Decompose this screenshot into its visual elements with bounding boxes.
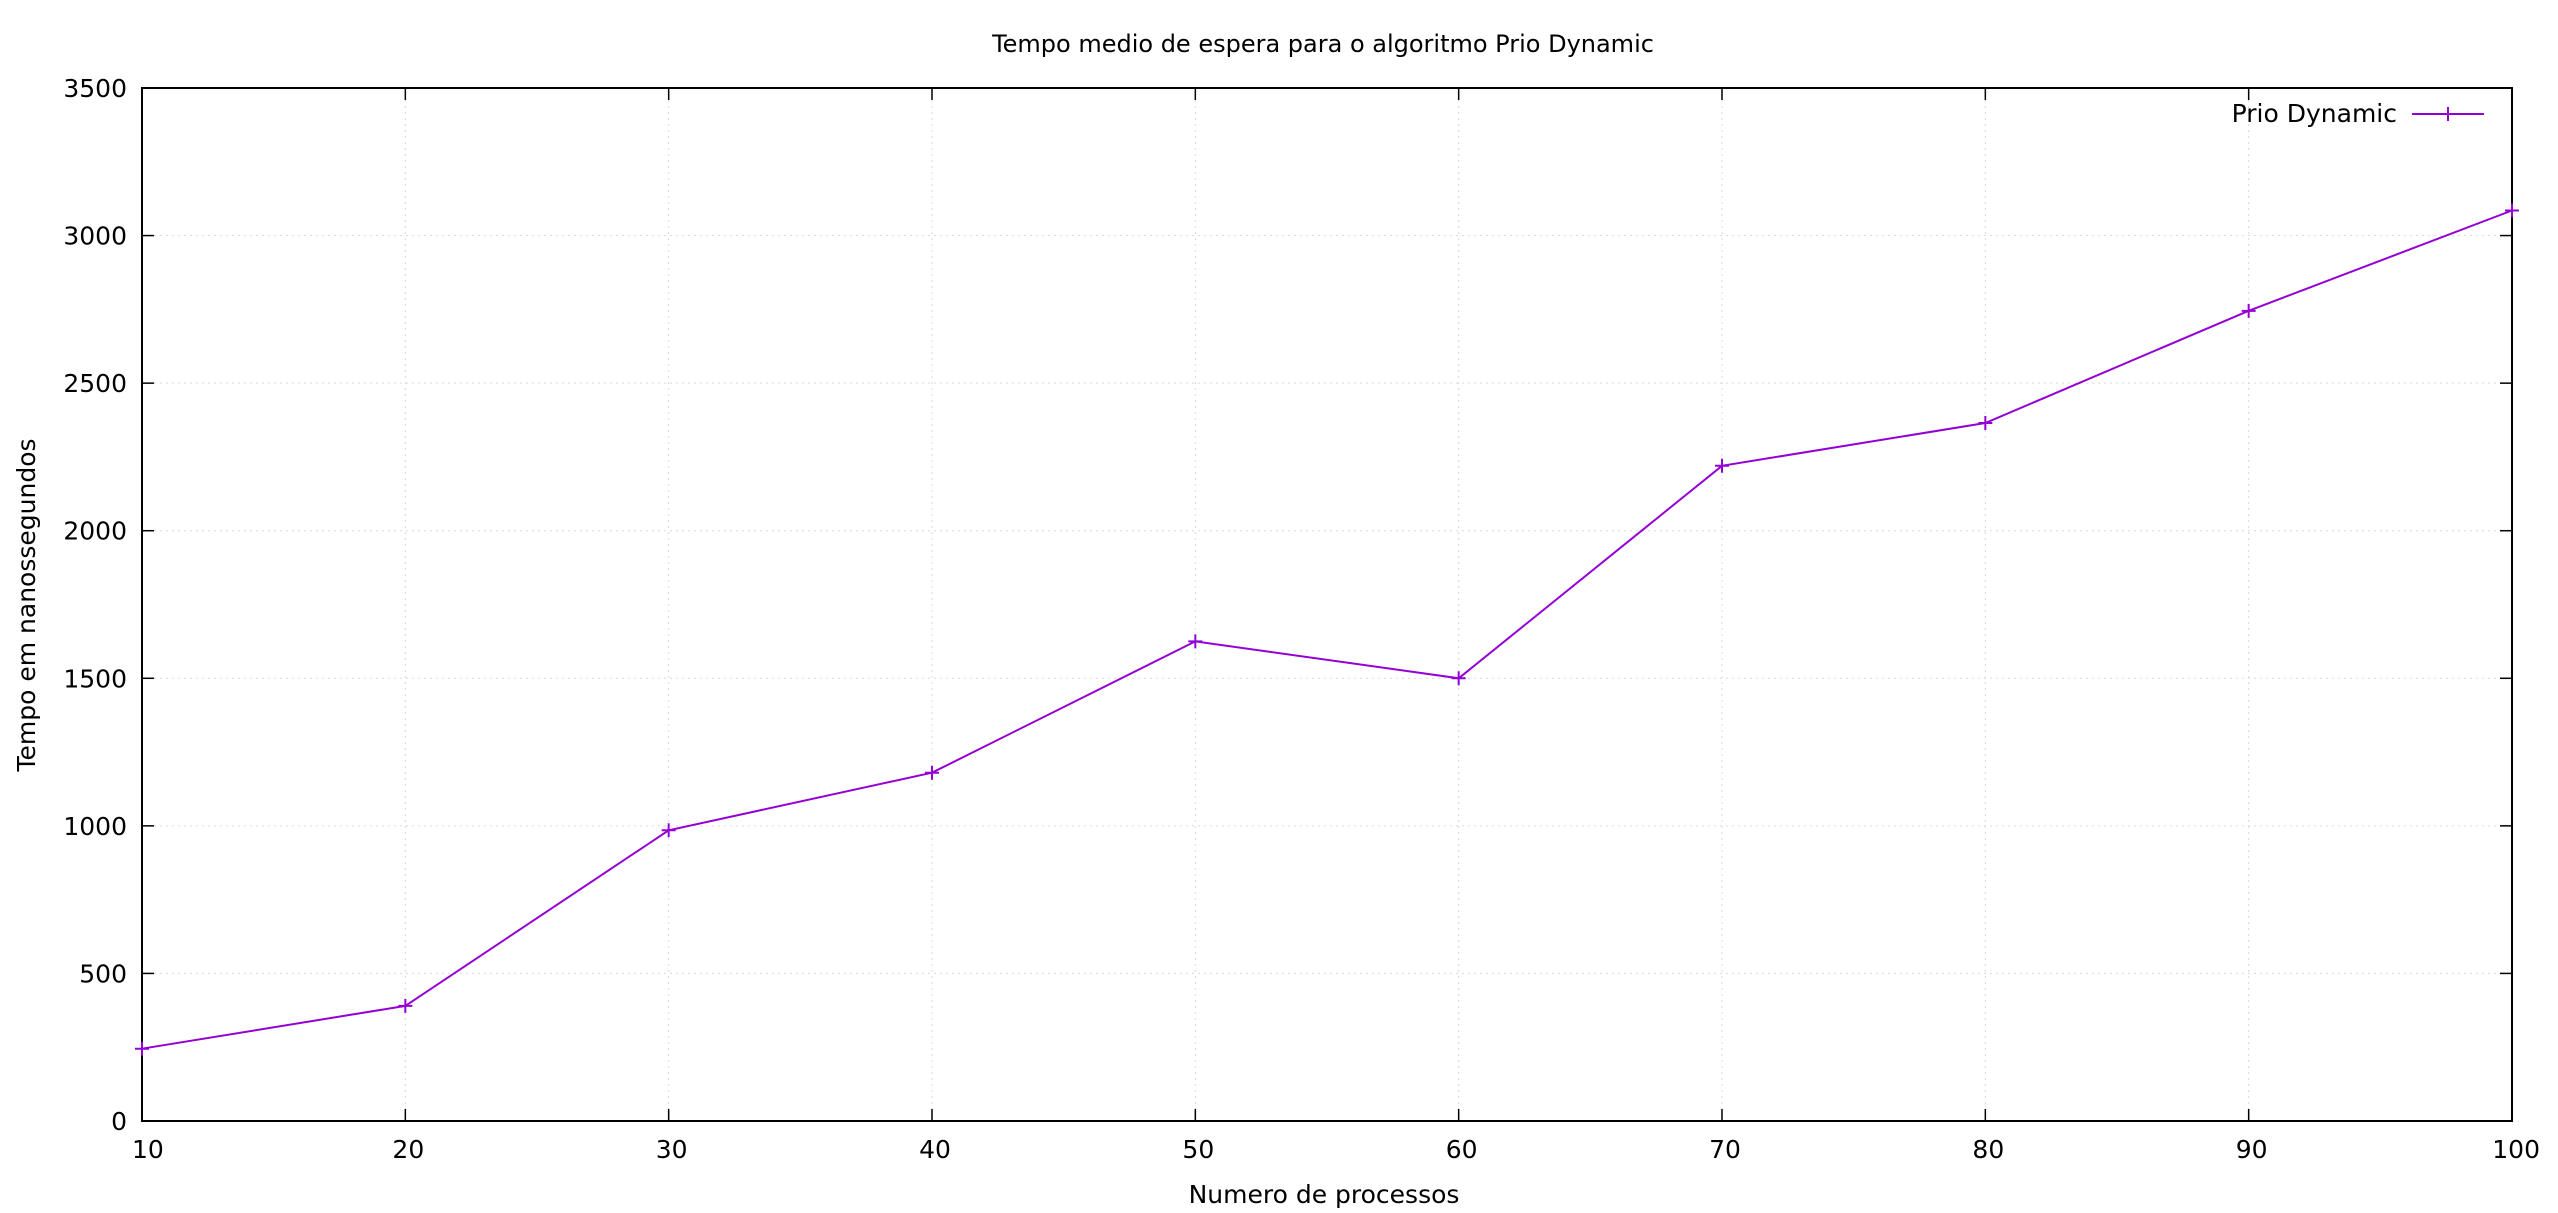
x-tick-label: 80 bbox=[1972, 1135, 2004, 1164]
y-tick-label: 2500 bbox=[63, 369, 127, 398]
x-tick-label: 50 bbox=[1182, 1135, 1214, 1164]
legend-label: Prio Dynamic bbox=[2232, 99, 2397, 128]
y-tick-label: 2000 bbox=[63, 517, 127, 546]
y-tick-label: 500 bbox=[79, 959, 127, 988]
data-point-marker bbox=[135, 1041, 149, 1056]
data-point-marker bbox=[661, 823, 676, 838]
y-tick-label: 3000 bbox=[63, 222, 127, 251]
x-tick-label: 20 bbox=[392, 1135, 424, 1164]
legend: Prio Dynamic bbox=[2232, 99, 2484, 128]
series-layer bbox=[135, 203, 2519, 1056]
y-axis-label: Tempo em nanossegundos bbox=[12, 438, 41, 772]
series-line bbox=[141, 209, 2513, 1050]
x-tick-label: 90 bbox=[2236, 1135, 2268, 1164]
plot-area-frame bbox=[141, 87, 2513, 1122]
chart-title: Tempo medio de espera para o algoritmo P… bbox=[991, 30, 1654, 58]
x-tick-labels: 10 20 30 40 50 60 70 80 90 100 bbox=[132, 1135, 2540, 1164]
y-tick-label: 1000 bbox=[63, 812, 127, 841]
data-point-marker bbox=[1188, 634, 1203, 649]
data-point-marker bbox=[1715, 458, 1729, 473]
grid bbox=[142, 88, 2512, 1121]
x-tick-label: 30 bbox=[656, 1135, 688, 1164]
y-tick-label: 3500 bbox=[63, 74, 127, 103]
x-tick-label: 40 bbox=[919, 1135, 951, 1164]
axis-ticks bbox=[141, 87, 2513, 1122]
legend-marker-sample bbox=[2441, 107, 2455, 121]
data-point-marker bbox=[1978, 415, 1993, 430]
x-axis-label: Numero de processos bbox=[1189, 1180, 1460, 1209]
x-tick-label: 10 bbox=[132, 1135, 164, 1164]
data-point-marker bbox=[398, 998, 413, 1013]
data-point-marker bbox=[1451, 671, 1466, 686]
data-point-marker bbox=[2241, 303, 2256, 318]
data-point-marker bbox=[2505, 203, 2519, 218]
y-tick-label: 0 bbox=[111, 1107, 127, 1136]
y-tick-label: 1500 bbox=[63, 664, 127, 693]
x-tick-label: 70 bbox=[1709, 1135, 1741, 1164]
y-tick-labels: 0 500 1000 1500 2000 2500 3000 3500 bbox=[63, 74, 127, 1136]
data-point-marker bbox=[925, 765, 939, 780]
x-tick-label: 60 bbox=[1446, 1135, 1478, 1164]
x-tick-label: 100 bbox=[2492, 1135, 2540, 1164]
